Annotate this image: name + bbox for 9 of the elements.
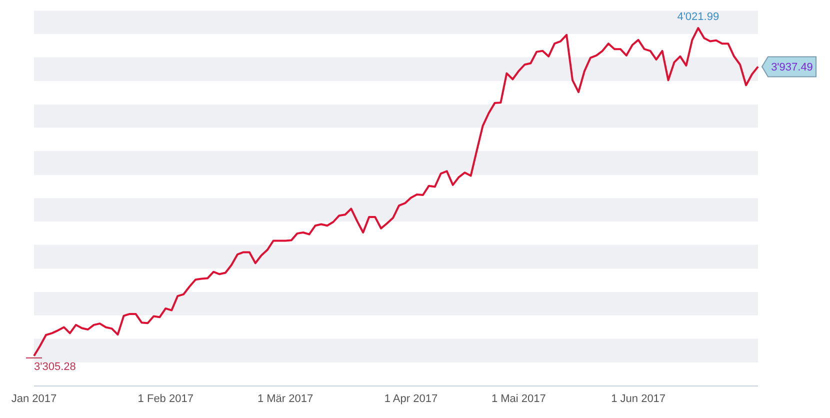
x-tick-label: 1 Mai 2017: [491, 393, 546, 405]
x-tick-label: 1 Apr 2017: [384, 393, 438, 405]
x-tick-label: 1 Feb 2017: [138, 393, 194, 405]
x-tick-label: 1 Jun 2017: [611, 393, 666, 405]
data-label: 3'937.49: [771, 62, 813, 74]
data-label: 4'021.99: [677, 11, 720, 24]
x-tick-label: 1 Mär 2017: [257, 393, 314, 405]
data-label: 3'305.28: [34, 360, 76, 373]
x-tick-label: Jan 2017: [11, 393, 57, 405]
